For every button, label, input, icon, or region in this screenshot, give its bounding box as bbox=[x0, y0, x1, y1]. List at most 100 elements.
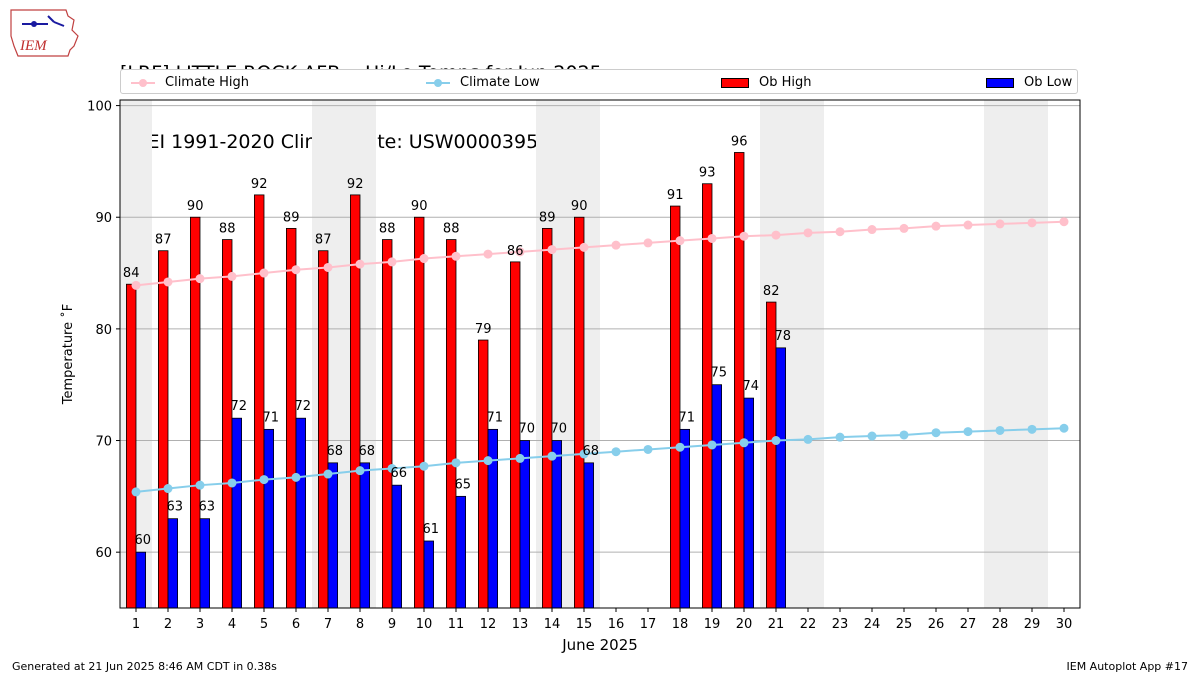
climate-high-point-day-1 bbox=[131, 280, 141, 290]
climate-low-point-day-24 bbox=[867, 431, 877, 441]
ob-low-label-day-20: 74 bbox=[743, 379, 760, 394]
ob-high-label-day-19: 93 bbox=[699, 166, 716, 181]
ob-high-bar-day-4 bbox=[221, 239, 233, 609]
ob-high-bar-day-2 bbox=[157, 250, 169, 609]
y-tick-label-100: 100 bbox=[87, 100, 112, 115]
climate-low-point-day-26 bbox=[931, 428, 941, 438]
ob-high-bar-day-21 bbox=[766, 301, 777, 609]
ob-low-label-day-9: 66 bbox=[391, 466, 408, 481]
ob-low-label-day-21: 78 bbox=[775, 329, 792, 344]
ob-low-label-day-2: 63 bbox=[167, 500, 184, 515]
ob-high-label-day-9: 88 bbox=[379, 222, 396, 237]
title-line-2: NCEI 1991-2020 Climate Site: USW00003952 bbox=[120, 131, 551, 153]
climate-high-point-day-20 bbox=[739, 231, 749, 241]
x-tick-label-day-25: 25 bbox=[896, 617, 913, 632]
climate-low-point-day-20 bbox=[739, 438, 749, 448]
ob-low-bar-day-9 bbox=[391, 484, 403, 609]
ob-low-label-day-6: 72 bbox=[295, 399, 312, 414]
climate-low-point-day-19 bbox=[707, 440, 717, 450]
ob-low-label-day-5: 71 bbox=[263, 410, 280, 425]
x-tick-label-day-14: 14 bbox=[544, 617, 561, 632]
ob-high-label-day-6: 89 bbox=[283, 210, 300, 225]
ob-low-bar-day-6 bbox=[295, 417, 307, 609]
chart-title: [LRF] LITTLE ROCK AFB :: Hi/Lo Temps for… bbox=[120, 16, 602, 177]
climate-high-point-day-16 bbox=[611, 240, 621, 250]
ob-high-bar-day-11 bbox=[445, 239, 457, 609]
ob-low-bar-day-21 bbox=[775, 347, 787, 609]
ob-high-swatch bbox=[721, 77, 749, 88]
weekend-band-day-28 bbox=[984, 100, 1016, 608]
x-tick-label-day-6: 6 bbox=[292, 617, 300, 632]
ob-low-bar-day-15 bbox=[583, 462, 595, 609]
climate-low-point-day-9 bbox=[387, 463, 397, 473]
climate-high-point-day-22 bbox=[803, 228, 813, 238]
ob-high-bar-day-9 bbox=[381, 239, 393, 609]
ob-high-label-day-12: 79 bbox=[475, 322, 492, 337]
ob-high-label-day-10: 90 bbox=[411, 199, 428, 214]
ob-high-bar-day-15 bbox=[574, 216, 585, 609]
ob-high-label-day-11: 88 bbox=[443, 222, 460, 237]
ob-high-label-day-1: 84 bbox=[123, 266, 140, 281]
x-tick-label-day-29: 29 bbox=[1024, 617, 1041, 632]
climate-low-point-day-13 bbox=[515, 453, 525, 463]
x-tick-label-day-15: 15 bbox=[576, 617, 593, 632]
ob-high-bar-day-20 bbox=[734, 152, 745, 609]
ob-low-label-day-14: 70 bbox=[551, 422, 568, 437]
ob-low-label-day-8: 68 bbox=[359, 444, 376, 459]
climate-low-point-day-11 bbox=[451, 458, 461, 468]
climate-low-point-day-3 bbox=[195, 480, 205, 490]
x-tick-label-day-5: 5 bbox=[260, 617, 268, 632]
climate-high-swatch bbox=[131, 78, 155, 87]
climate-low-point-day-1 bbox=[131, 487, 141, 497]
climate-low-swatch bbox=[426, 78, 450, 87]
climate-high-point-day-17 bbox=[643, 238, 653, 248]
legend-ob-high: Ob High bbox=[721, 70, 812, 95]
ob-high-bar-day-8 bbox=[349, 194, 361, 609]
ob-high-bar-day-18 bbox=[670, 205, 681, 609]
y-tick-label-90: 90 bbox=[95, 211, 112, 226]
climate-high-point-day-24 bbox=[867, 225, 877, 235]
climate-high-point-day-13 bbox=[515, 247, 525, 257]
x-tick-label-day-7: 7 bbox=[324, 617, 332, 632]
climate-low-point-day-23 bbox=[835, 432, 845, 442]
footer-app: IEM Autoplot App #17 bbox=[1066, 660, 1189, 673]
climate-low-point-day-14 bbox=[547, 451, 557, 461]
ob-low-bar-day-20 bbox=[743, 397, 755, 609]
x-tick-label-day-28: 28 bbox=[992, 617, 1009, 632]
ob-low-bar-day-11 bbox=[455, 495, 467, 609]
y-tick-label-60: 60 bbox=[95, 546, 112, 561]
ob-high-bar-day-3 bbox=[189, 216, 201, 609]
weekend-band-day-29 bbox=[1016, 100, 1048, 608]
ob-high-label-day-20: 96 bbox=[731, 134, 748, 149]
climate-high-point-day-15 bbox=[579, 242, 589, 252]
climate-low-point-day-21 bbox=[771, 436, 781, 446]
ob-low-bar-day-18 bbox=[679, 428, 691, 609]
x-tick-label-day-10: 10 bbox=[416, 617, 433, 632]
legend-climate-high-label: Climate High bbox=[165, 75, 250, 90]
ob-low-label-day-13: 70 bbox=[519, 422, 536, 437]
climate-high-point-day-6 bbox=[291, 265, 301, 275]
ob-high-bar-day-1 bbox=[126, 283, 137, 609]
ob-high-bar-day-7 bbox=[317, 250, 329, 609]
climate-high-point-day-25 bbox=[899, 223, 909, 233]
x-tick-label-day-16: 16 bbox=[608, 617, 625, 632]
ob-low-bar-day-12 bbox=[487, 428, 499, 609]
ob-low-bar-day-14 bbox=[551, 440, 563, 609]
x-tick-label-day-11: 11 bbox=[448, 617, 465, 632]
climate-low-point-day-22 bbox=[803, 434, 813, 444]
climate-low-point-day-5 bbox=[259, 475, 269, 485]
x-tick-label-day-1: 1 bbox=[132, 617, 140, 632]
climate-high-point-day-29 bbox=[1027, 218, 1037, 228]
x-tick-label-day-13: 13 bbox=[512, 617, 529, 632]
climate-high-point-day-10 bbox=[419, 254, 429, 264]
legend-climate-low: Climate Low bbox=[426, 70, 540, 95]
climate-high-point-day-23 bbox=[835, 227, 845, 237]
weekend-band-day-22 bbox=[792, 100, 824, 608]
x-tick-label-day-2: 2 bbox=[164, 617, 172, 632]
ob-low-bar-day-2 bbox=[167, 518, 179, 609]
climate-low-point-day-17 bbox=[643, 444, 653, 454]
climate-low-point-day-10 bbox=[419, 461, 429, 471]
ob-low-label-day-7: 68 bbox=[327, 444, 344, 459]
climate-high-point-day-18 bbox=[675, 236, 685, 246]
ob-high-label-day-5: 92 bbox=[251, 177, 268, 192]
